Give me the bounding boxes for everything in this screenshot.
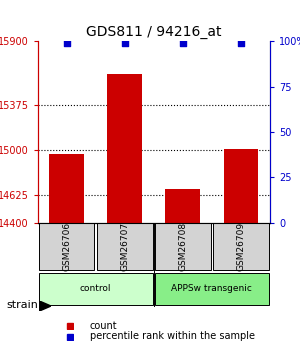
- Bar: [224, 149, 258, 223]
- FancyBboxPatch shape: [97, 224, 153, 270]
- Point: [64, 40, 69, 46]
- Bar: [107, 74, 142, 223]
- Bar: [67, 334, 73, 340]
- Point: [122, 40, 127, 46]
- FancyBboxPatch shape: [39, 273, 153, 305]
- Text: GSM26708: GSM26708: [178, 222, 187, 271]
- Text: strain: strain: [6, 300, 38, 310]
- Text: GSM26709: GSM26709: [236, 222, 245, 271]
- FancyBboxPatch shape: [155, 224, 211, 270]
- FancyBboxPatch shape: [213, 224, 269, 270]
- Text: count: count: [90, 321, 118, 331]
- Text: GSM26706: GSM26706: [62, 222, 71, 271]
- Text: percentile rank within the sample: percentile rank within the sample: [90, 332, 255, 341]
- FancyBboxPatch shape: [155, 273, 269, 305]
- Text: APPSw transgenic: APPSw transgenic: [171, 284, 252, 294]
- Bar: [67, 323, 73, 329]
- Point: [238, 40, 243, 46]
- FancyBboxPatch shape: [39, 224, 94, 270]
- Point: [180, 40, 185, 46]
- Bar: [165, 189, 200, 223]
- Polygon shape: [39, 301, 51, 311]
- Text: control: control: [80, 284, 111, 294]
- Title: GDS811 / 94216_at: GDS811 / 94216_at: [86, 25, 221, 39]
- Text: GSM26707: GSM26707: [120, 222, 129, 271]
- Bar: [49, 154, 84, 223]
